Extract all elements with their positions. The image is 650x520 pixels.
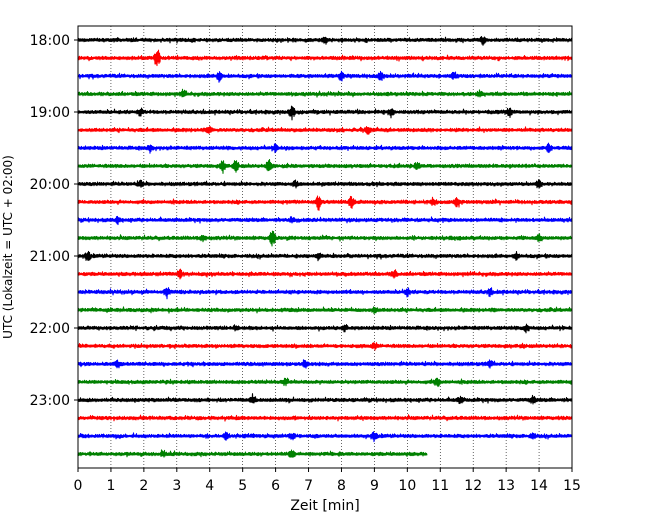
trace-line — [77, 88, 573, 98]
y-tick-label: 18:00 — [30, 33, 70, 49]
x-tick-label: 11 — [431, 478, 449, 494]
trace-line — [77, 70, 573, 83]
x-axis-label: Zeit [min] — [290, 498, 359, 514]
trace-line — [77, 250, 573, 262]
x-tick-label: 1 — [106, 478, 115, 494]
trace-line — [77, 377, 573, 388]
trace-line — [77, 36, 573, 46]
x-tick-label: 9 — [370, 478, 379, 494]
trace-line — [77, 393, 573, 405]
x-tick-label: 5 — [238, 478, 247, 494]
y-tick-label: 23:00 — [30, 393, 70, 409]
x-axis-ticks: 0 1 2 3 4 5 6 7 8 9 10 11 12 13 14 15 — [74, 468, 581, 494]
y-tick-label: 21:00 — [30, 249, 70, 265]
y-tick-label: 22:00 — [30, 321, 70, 337]
seismic-traces — [77, 36, 573, 458]
x-tick-label: 8 — [337, 478, 346, 494]
x-tick-label: 12 — [464, 478, 482, 494]
trace-line — [77, 179, 573, 189]
trace-line — [77, 195, 573, 211]
y-tick-label: 19:00 — [30, 105, 70, 121]
trace-line — [77, 306, 573, 315]
x-tick-label: 0 — [74, 478, 83, 494]
x-tick-label: 2 — [139, 478, 148, 494]
trace-line — [77, 215, 573, 226]
x-tick-label: 13 — [497, 478, 515, 494]
x-tick-label: 10 — [398, 478, 416, 494]
trace-line — [77, 449, 428, 458]
x-tick-label: 6 — [271, 478, 280, 494]
y-axis-label: UTC (Lokalzeit = UTC + 02:00) — [1, 155, 15, 339]
x-tick-label: 3 — [172, 478, 181, 494]
y-axis-ticks: 18:00 19:00 20:00 21:00 22:00 23:00 — [30, 33, 78, 409]
trace-line — [77, 126, 573, 135]
x-tick-label: 7 — [304, 478, 313, 494]
x-tick-label: 14 — [530, 478, 548, 494]
trace-line — [77, 342, 573, 351]
plot-background — [78, 26, 572, 468]
x-tick-label: 15 — [563, 478, 581, 494]
y-tick-label: 20:00 — [30, 177, 70, 193]
trace-line — [77, 230, 573, 247]
trace-line — [77, 431, 573, 443]
trace-line — [77, 105, 573, 121]
trace-line — [77, 268, 573, 280]
trace-line — [77, 414, 573, 422]
plot-frame — [77, 25, 573, 469]
trace-line — [77, 323, 573, 334]
trace-line — [77, 49, 573, 67]
trace-line — [77, 287, 573, 300]
trace-line — [77, 359, 573, 369]
trace-line — [77, 142, 573, 154]
x-tick-label: 4 — [205, 478, 214, 494]
trace-line — [77, 158, 573, 174]
